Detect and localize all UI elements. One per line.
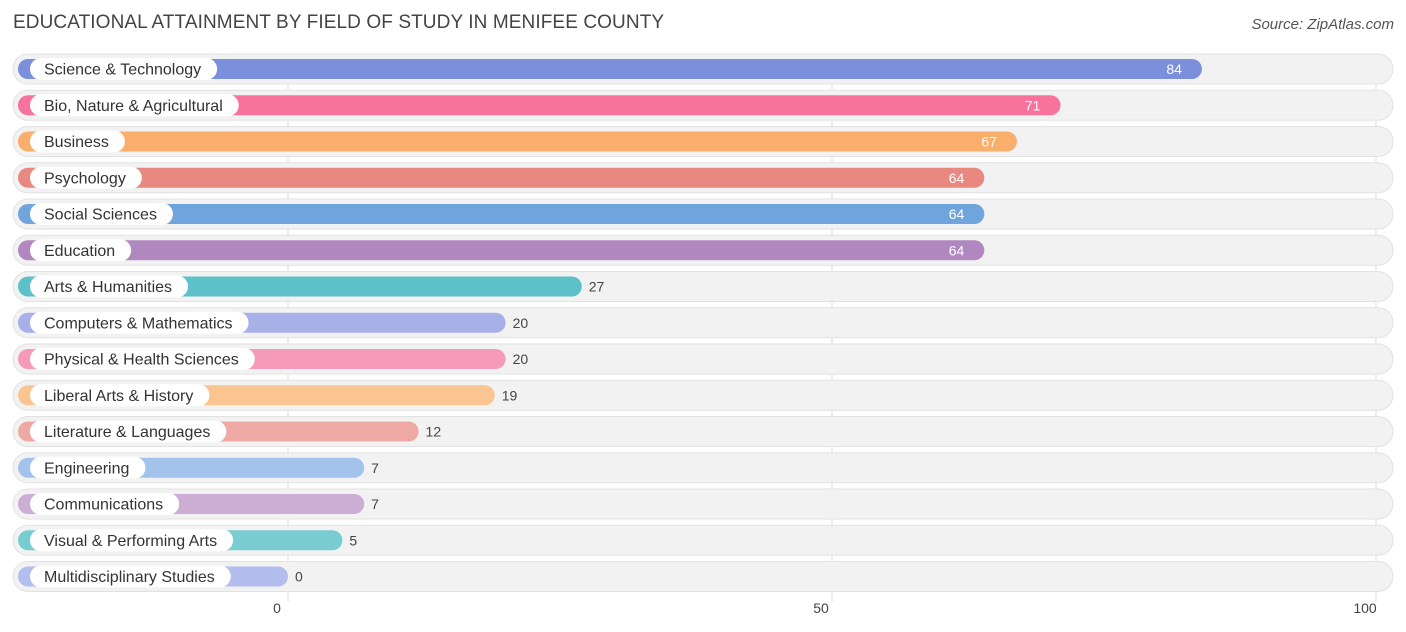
chart-source: Source: ZipAtlas.com — [1251, 16, 1394, 33]
category-label: Multidisciplinary Studies — [44, 569, 215, 586]
category-label-pill — [30, 58, 218, 80]
value-label: 64 — [949, 242, 965, 258]
value-label: 64 — [949, 206, 965, 222]
chart-title: EDUCATIONAL ATTAINMENT BY FIELD OF STUDY… — [13, 12, 665, 33]
category-label: Bio, Nature & Agricultural — [44, 98, 223, 115]
category-label-pill — [30, 130, 125, 153]
bar[interactable] — [18, 240, 985, 261]
category-label: Arts & Humanities — [44, 279, 172, 296]
category-label-pill — [30, 384, 210, 407]
value-label: 64 — [949, 170, 965, 186]
category-label-pill — [30, 94, 239, 117]
category-label: Visual & Performing Arts — [44, 533, 217, 550]
category-label: Communications — [44, 497, 163, 514]
category-label-pill — [30, 420, 227, 443]
category-label-pill — [30, 311, 249, 334]
x-tick-label: 50 — [813, 600, 829, 616]
category-label-pill — [30, 456, 146, 479]
value-label: 27 — [589, 279, 605, 295]
category-label: Social Sciences — [44, 207, 157, 224]
category-label: Science & Technology — [44, 62, 201, 79]
bar[interactable] — [18, 59, 1202, 79]
row-track — [12, 561, 1394, 592]
bar[interactable] — [18, 131, 1017, 152]
row-track — [12, 524, 1394, 556]
category-label: Business — [44, 134, 109, 151]
category-label-pill — [30, 275, 189, 298]
category-label-pill — [30, 203, 173, 225]
category-label-pill — [30, 529, 234, 552]
category-label: Education — [44, 243, 115, 260]
value-label: 5 — [349, 532, 357, 548]
category-label: Literature & Languages — [44, 424, 210, 441]
category-label-pill — [30, 166, 142, 189]
value-label: 7 — [371, 496, 379, 512]
category-label-pill — [30, 565, 231, 588]
value-label: 84 — [1166, 61, 1182, 77]
x-tick-label: 0 — [273, 600, 281, 616]
category-label-pill — [30, 348, 255, 370]
category-label-pill — [30, 493, 180, 515]
category-label-pill — [30, 239, 132, 262]
category-label: Computers & Mathematics — [44, 315, 233, 332]
value-label: 67 — [981, 134, 997, 150]
value-label: 19 — [502, 387, 518, 403]
category-label: Psychology — [44, 170, 126, 187]
bar[interactable] — [18, 167, 985, 188]
value-label: 20 — [513, 315, 529, 331]
category-label: Liberal Arts & History — [44, 388, 193, 405]
x-tick-label: 100 — [1353, 600, 1377, 616]
value-label: 12 — [426, 424, 442, 440]
value-label: 71 — [1025, 97, 1041, 113]
value-label: 0 — [295, 569, 303, 585]
bar[interactable] — [18, 95, 1061, 116]
value-label: 20 — [513, 351, 529, 367]
bar[interactable] — [18, 204, 985, 224]
value-label: 7 — [371, 460, 379, 476]
category-label: Engineering — [44, 460, 129, 477]
category-label: Physical & Health Sciences — [44, 352, 239, 369]
